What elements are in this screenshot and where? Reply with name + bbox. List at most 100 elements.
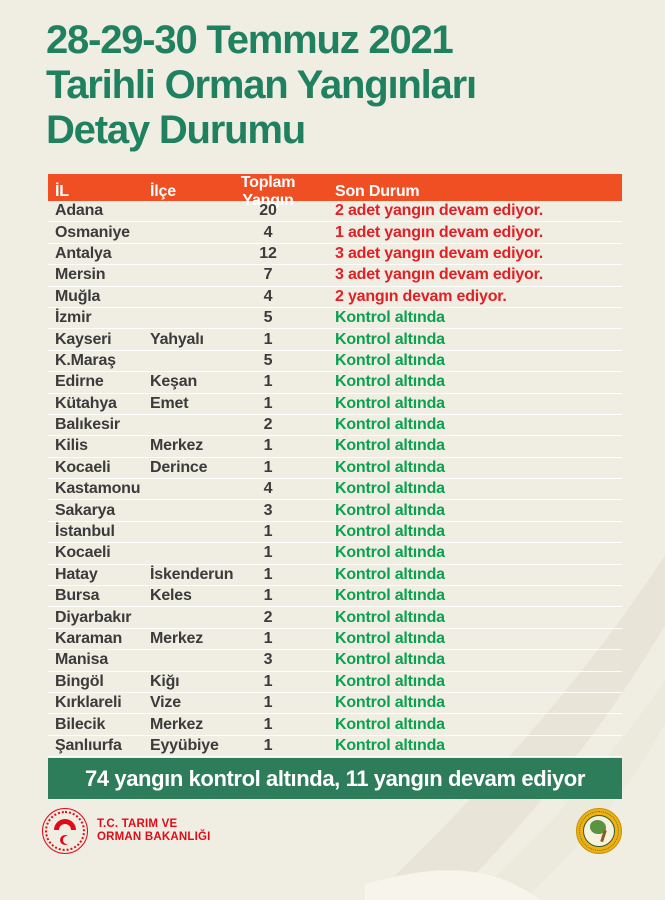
cell-toplam: 1: [263, 373, 273, 391]
cell-ilce: Emet: [150, 394, 189, 412]
crescent-icon: [60, 835, 71, 845]
cell-durum: 2 adet yangın devam ediyor.: [335, 202, 544, 220]
fires-table: İL İlçe Toplam Yangın Son Durum Adana 20 2…: [48, 174, 622, 758]
cell-durum: 2 yangın devam ediyor.: [335, 287, 507, 305]
table-row: Kırklareli Vize 1 Kontrol altında: [48, 693, 622, 715]
table-row: Hatay İskenderun 1 Kontrol altında: [48, 565, 622, 587]
table-row: Sakarya 3 Kontrol altında: [48, 500, 622, 522]
tree-leaf-icon: [590, 820, 606, 834]
cell-ilce: İskenderun: [150, 565, 234, 583]
table-row: İzmir 5 Kontrol altında: [48, 308, 622, 330]
cell-durum: Kontrol altında: [335, 480, 445, 498]
table-row: Adana 20 2 adet yangın devam ediyor.: [48, 201, 622, 223]
page-title-line-2: Tarihli Orman Yangınları: [46, 63, 477, 107]
cell-il: Hatay: [55, 565, 98, 583]
cell-il: Karaman: [55, 630, 123, 647]
cell-durum: Kontrol altında: [335, 501, 445, 519]
cell-toplam: 1: [263, 544, 273, 562]
ministry-name-line-1: T.C. TARIM VE: [97, 818, 178, 830]
cell-toplam: 1: [263, 458, 273, 476]
cell-durum: Kontrol altında: [335, 523, 445, 541]
table-row: İstanbul 1 Kontrol altında: [48, 522, 622, 544]
table-row: Edirne Keşan 1 Kontrol altında: [48, 372, 622, 394]
cell-il: Şanlıurfa: [55, 736, 122, 754]
cell-ilce: Vize: [150, 694, 181, 712]
table-row: Kastamonu 4 Kontrol altında: [48, 479, 622, 501]
cell-il: Kocaeli: [55, 458, 111, 476]
ministry-emblem-icon: [42, 808, 88, 854]
cell-il: Bilecik: [55, 715, 106, 733]
table-row: Kütahya Emet 1 Kontrol altında: [48, 394, 622, 415]
cell-ilce: Derince: [150, 458, 208, 476]
cell-il: Kütahya: [55, 394, 117, 412]
table-header-row: İL İlçe Toplam Yangın Son Durum: [48, 174, 622, 209]
ministry-name-line-2: ORMAN BAKANLIĞI: [97, 831, 211, 843]
cell-ilce: Merkez: [150, 630, 204, 647]
cell-toplam: 1: [263, 715, 273, 733]
cell-il: Edirne: [55, 373, 104, 391]
cell-toplam: 4: [263, 287, 273, 305]
cell-il: Osmaniye: [55, 223, 130, 241]
cell-durum: 3 adet yangın devam ediyor.: [335, 266, 544, 284]
cell-durum: 3 adet yangın devam ediyor.: [335, 244, 544, 262]
cell-durum: Kontrol altında: [335, 587, 445, 605]
cell-durum: 1 adet yangın devam ediyor.: [335, 223, 544, 241]
cell-durum: Kontrol altında: [335, 373, 445, 391]
cell-ilce: Merkez: [150, 715, 204, 733]
cell-durum: Kontrol altında: [335, 694, 445, 712]
cell-toplam: 2: [263, 416, 273, 434]
header-toplam: Toplam Yangın: [240, 174, 296, 209]
table-row: Antalya 12 3 adet yangın devam ediyor.: [48, 244, 622, 266]
cell-durum: Kontrol altında: [335, 565, 445, 583]
table-row: Kocaeli Derince 1 Kontrol altında: [48, 458, 622, 480]
table-row: Osmaniye 4 1 adet yangın devam ediyor.: [48, 222, 622, 244]
cell-durum: Kontrol altında: [335, 608, 445, 626]
cell-il: K.Maraş: [55, 351, 116, 369]
cell-il: Kilis: [55, 437, 88, 455]
cell-ilce: Eyyübiye: [150, 736, 219, 754]
cell-toplam: 5: [263, 351, 273, 369]
cell-durum: Kontrol altında: [335, 309, 445, 327]
cell-toplam: 5: [263, 309, 273, 327]
cell-il: Antalya: [55, 244, 112, 262]
cell-durum: Kontrol altında: [335, 651, 445, 669]
cell-ilce: Keşan: [150, 373, 198, 391]
cell-durum: Kontrol altında: [335, 630, 445, 647]
header-ilce: İlçe: [150, 183, 176, 200]
header-il: İL: [55, 183, 69, 200]
page-title-line-3: Detay Durumu: [46, 108, 306, 152]
cell-durum: Kontrol altında: [335, 437, 445, 455]
table-row: Kilis Merkez 1 Kontrol altında: [48, 436, 622, 458]
cell-toplam: 1: [263, 630, 273, 647]
table-row: Muğla 4 2 yangın devam ediyor.: [48, 287, 622, 308]
header-durum: Son Durum: [335, 183, 420, 200]
cell-il: Kırklareli: [55, 694, 122, 712]
cell-il: Muğla: [55, 287, 101, 305]
cell-durum: Kontrol altında: [335, 394, 445, 412]
cell-il: Bingöl: [55, 672, 104, 690]
cell-toplam: 3: [263, 501, 273, 519]
cell-toplam: 4: [263, 480, 273, 498]
table-row: Kocaeli 1 Kontrol altında: [48, 543, 622, 565]
cell-il: Sakarya: [55, 501, 115, 519]
cell-durum: Kontrol altında: [335, 458, 445, 476]
cell-il: Kastamonu: [55, 480, 141, 498]
cell-ilce: Yahyalı: [150, 330, 204, 348]
cell-il: Adana: [55, 202, 103, 220]
table-row: Diyarbakır 2 Kontrol altında: [48, 607, 622, 629]
tree-trunk-icon: [600, 829, 607, 843]
cell-durum: Kontrol altında: [335, 351, 445, 369]
cell-toplam: 1: [263, 736, 273, 754]
table-row: Balıkesir 2 Kontrol altında: [48, 415, 622, 437]
cell-il: Kocaeli: [55, 544, 111, 562]
cell-ilce: Merkez: [150, 437, 204, 455]
cell-il: Kayseri: [55, 330, 112, 348]
cell-toplam: 2: [263, 608, 273, 626]
table-row: Şanlıurfa Eyyübiye 1 Kontrol altında: [48, 736, 622, 758]
cell-toplam: 3: [263, 651, 273, 669]
table-row: Mersin 7 3 adet yangın devam ediyor.: [48, 265, 622, 287]
table-row: Karaman Merkez 1 Kontrol altında: [48, 629, 622, 651]
cell-toplam: 1: [263, 587, 273, 605]
cell-toplam: 12: [259, 244, 277, 262]
